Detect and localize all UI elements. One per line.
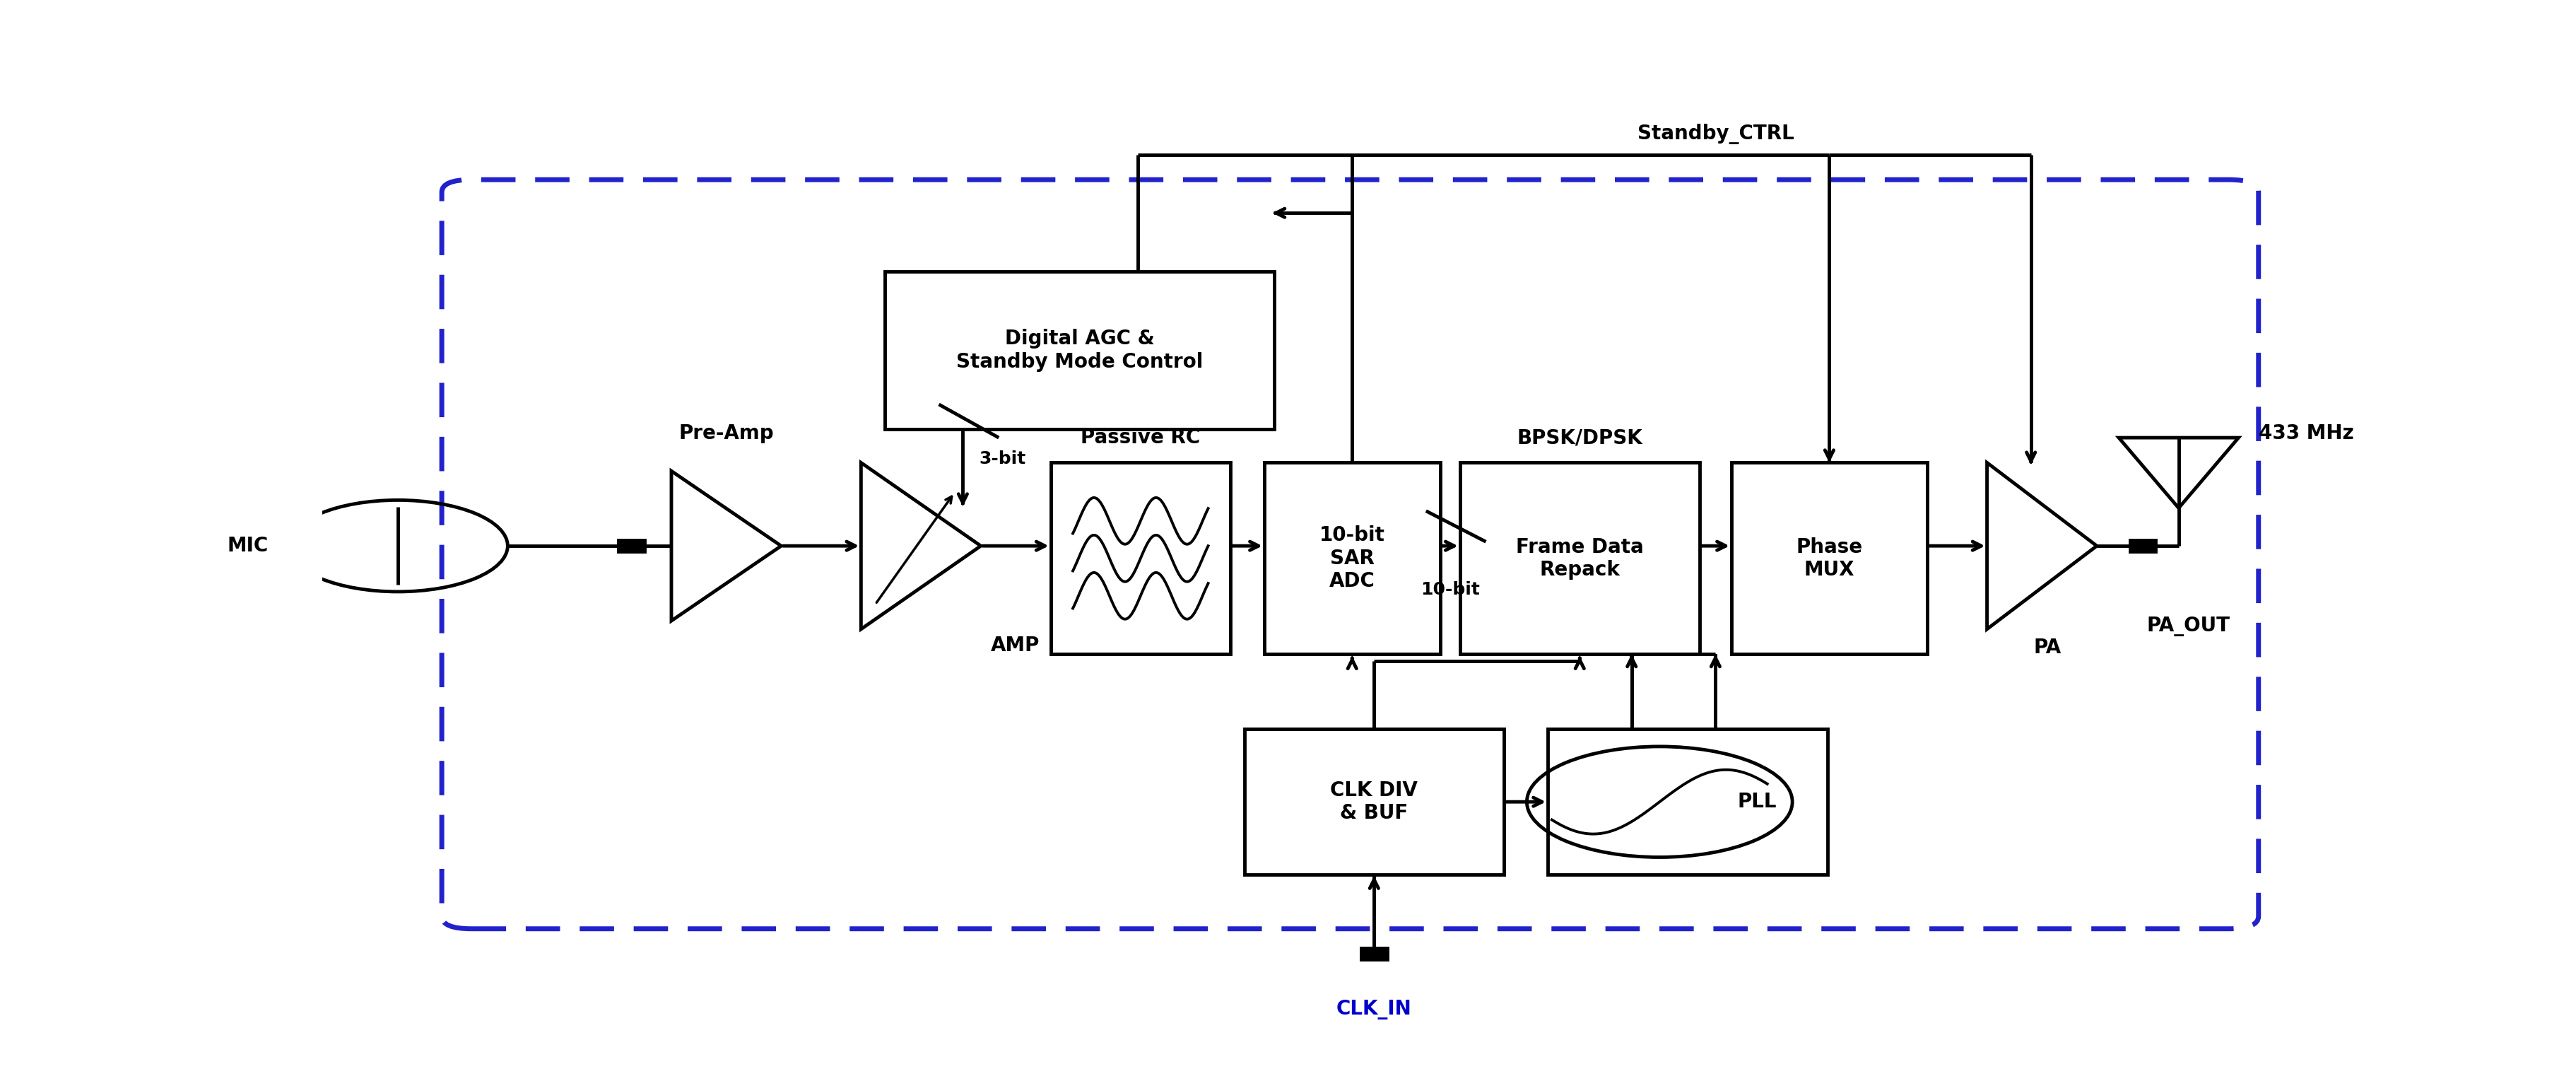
Text: Pre-Amp: Pre-Amp <box>677 424 773 443</box>
Text: Passive RC: Passive RC <box>1082 428 1200 448</box>
FancyBboxPatch shape <box>1731 463 1927 654</box>
FancyBboxPatch shape <box>1051 463 1231 654</box>
Text: Phase
MUX: Phase MUX <box>1795 537 1862 579</box>
Text: AMP: AMP <box>992 636 1041 655</box>
Text: BPSK/DPSK: BPSK/DPSK <box>1517 428 1643 448</box>
FancyBboxPatch shape <box>1265 463 1440 654</box>
Text: CLK_IN: CLK_IN <box>1337 1000 1412 1019</box>
Text: Frame Data
Repack: Frame Data Repack <box>1515 537 1643 579</box>
FancyBboxPatch shape <box>1244 729 1504 875</box>
Bar <box>618 540 644 551</box>
Text: Digital AGC &
Standby Mode Control: Digital AGC & Standby Mode Control <box>956 329 1203 372</box>
Bar <box>1360 948 1386 959</box>
Text: 10-bit
SAR
ADC: 10-bit SAR ADC <box>1319 525 1386 591</box>
Text: PA: PA <box>2032 638 2061 657</box>
Bar <box>2130 540 2156 551</box>
Text: Standby_CTRL: Standby_CTRL <box>1638 123 1795 144</box>
FancyBboxPatch shape <box>886 271 1275 429</box>
Text: 433 MHz: 433 MHz <box>2259 424 2354 443</box>
FancyBboxPatch shape <box>1461 463 1700 654</box>
Text: 10-bit: 10-bit <box>1419 580 1479 598</box>
Text: 3-bit: 3-bit <box>979 450 1025 467</box>
Text: MIC: MIC <box>227 536 268 556</box>
Text: CLK DIV
& BUF: CLK DIV & BUF <box>1329 780 1417 824</box>
Text: PA_OUT: PA_OUT <box>2146 616 2231 637</box>
FancyBboxPatch shape <box>1548 729 1826 875</box>
Text: PLL: PLL <box>1739 792 1777 812</box>
